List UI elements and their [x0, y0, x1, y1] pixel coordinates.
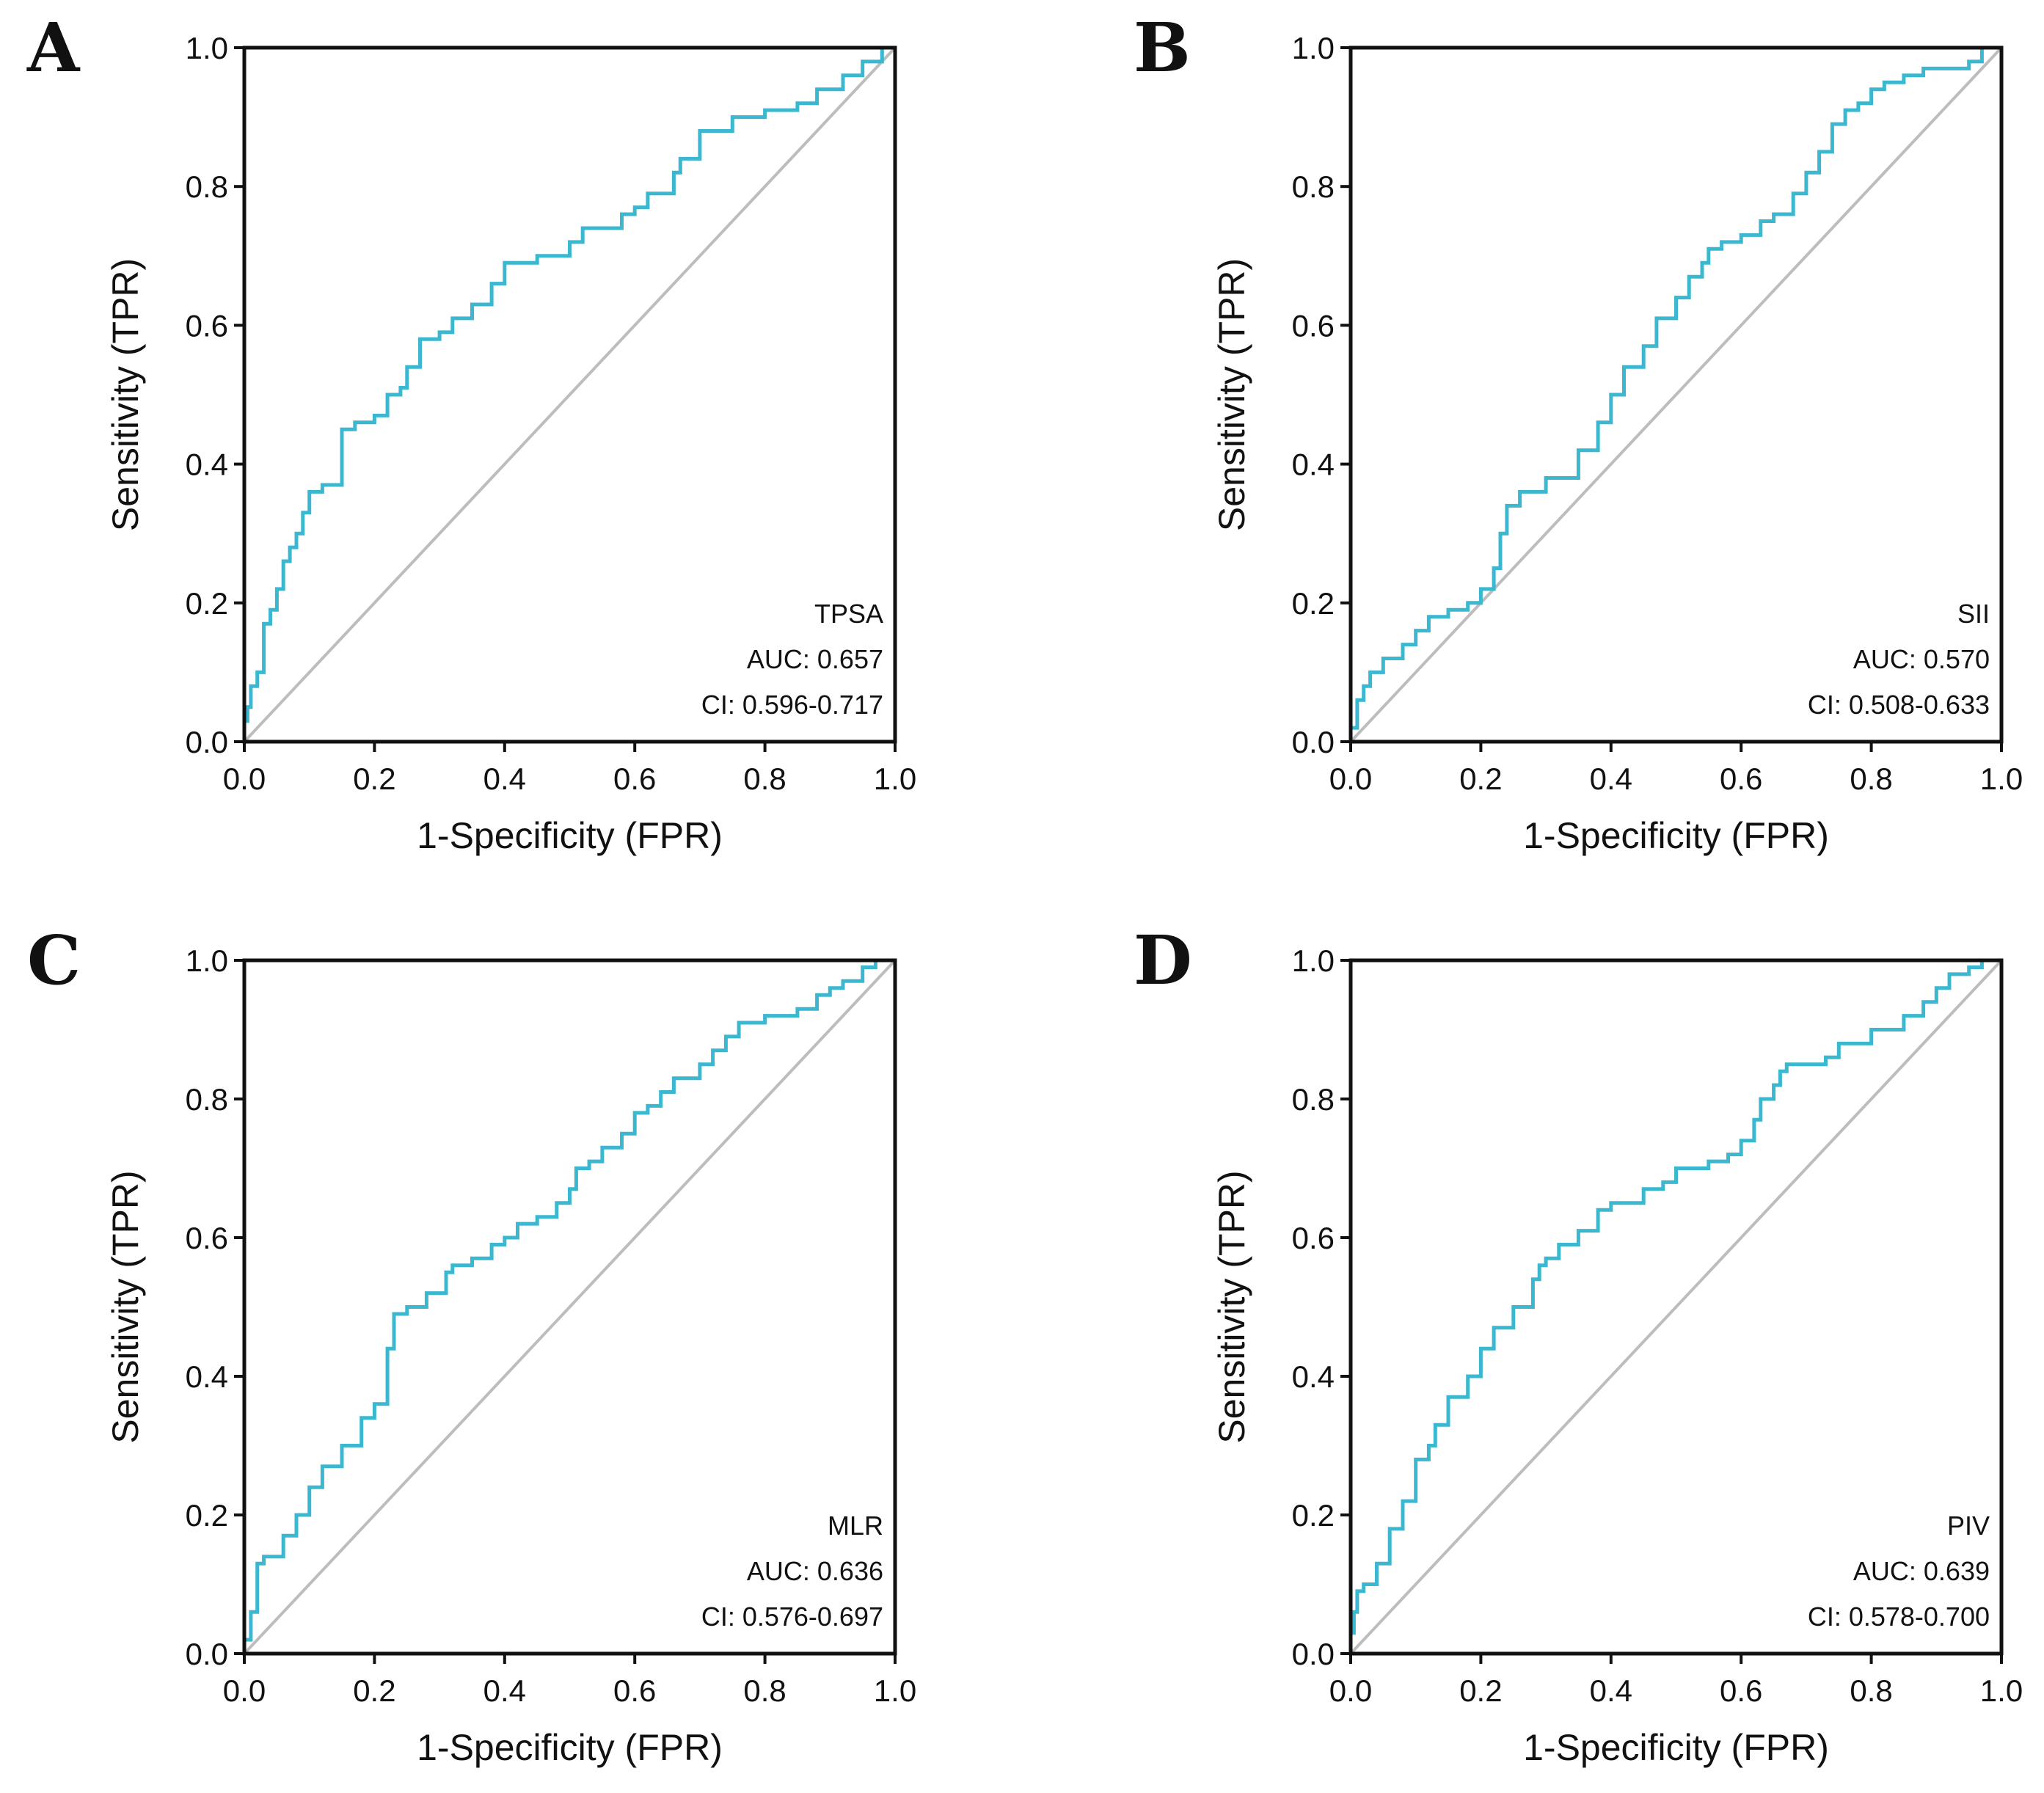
panel-d-x-tick-label: 1.0 — [1980, 1673, 2023, 1708]
panel-d-roc-curve — [1348, 958, 2001, 1654]
panel-c-x-tick-label: 0.0 — [223, 1673, 266, 1708]
panel-b-y-tick-label: 0.8 — [1292, 169, 1335, 204]
panel-d: D 0.0 0.2 0.4 0.6 0.8 1.0 0.0 0.2 0.4 0.6 0.8 1.0 1-S… — [1134, 921, 2023, 1768]
panel-d-y-tick-label: 0.0 — [1292, 1637, 1335, 1671]
panel-a-y-axis-title: Sensitivity (TPR) — [105, 258, 146, 531]
panel-c-y-tick-label: 0.0 — [186, 1637, 228, 1671]
panel-c-y-tick-label: 0.6 — [186, 1221, 228, 1255]
panel-d-reference-line — [1349, 959, 2003, 1655]
panel-b-x-tick-label: 0.0 — [1329, 762, 1372, 796]
panel-c-y-axis-title: Sensitivity (TPR) — [105, 1170, 146, 1443]
panel-a-y-tick-label: 0.0 — [186, 725, 228, 759]
panel-b-y-tick-label: 1.0 — [1292, 31, 1335, 65]
panel-c-reference-line — [243, 959, 897, 1655]
panel-d-x-tick-label: 0.4 — [1590, 1673, 1632, 1708]
panel-d-y-tick-label: 0.4 — [1292, 1359, 1335, 1394]
panel-c-x-tick-label: 1.0 — [874, 1673, 916, 1708]
panel-a-y-tick-label: 0.8 — [186, 169, 228, 204]
panel-b-roc-curve — [1348, 45, 2001, 742]
panel-b-marker-label: SII — [1957, 599, 1990, 629]
panel-a-y-tick-label: 0.2 — [186, 586, 228, 621]
panel-a-roc-curve — [242, 45, 895, 742]
panel-d-y-tick-label: 0.2 — [1292, 1498, 1335, 1533]
panel-c-x-tick-label: 0.4 — [483, 1673, 526, 1708]
panel-d-y-tick-label: 0.8 — [1292, 1082, 1335, 1117]
panel-d-x-tick-label: 0.8 — [1850, 1673, 1892, 1708]
panel-c-marker-label: MLR — [828, 1511, 883, 1541]
panel-b-y-tick-label: 0.6 — [1292, 308, 1335, 343]
panel-b-x-tick-label: 0.2 — [1459, 762, 1502, 796]
panel-b-y-axis-title: Sensitivity (TPR) — [1211, 258, 1252, 531]
panel-c-x-tick-label: 0.8 — [743, 1673, 786, 1708]
panel-a-ci-label: CI: 0.596-0.717 — [701, 690, 883, 720]
panel-d-marker-label: PIV — [1947, 1511, 1990, 1541]
panel-c-y-tick-label: 0.4 — [186, 1359, 228, 1394]
panel-b-x-tick-label: 0.4 — [1590, 762, 1632, 796]
panel-c-plot-frame — [242, 958, 897, 1656]
panel-c-roc-curve — [242, 958, 895, 1654]
panel-d-letter: D — [1134, 921, 1192, 1000]
panel-a-y-tick-label: 1.0 — [186, 31, 228, 65]
panel-a-x-tick-label: 0.6 — [613, 762, 656, 796]
panel-d-ci-label: CI: 0.578-0.700 — [1808, 1602, 1990, 1632]
panel-a-y-tick-label: 0.6 — [186, 308, 228, 343]
panel-d-y-axis-title: Sensitivity (TPR) — [1211, 1170, 1252, 1443]
panel-b-letter: B — [1134, 8, 1191, 87]
panel-a-x-tick-label: 0.2 — [353, 762, 395, 796]
panel-b-plot-frame — [1348, 45, 2004, 744]
panel-b-reference-line — [1349, 46, 2003, 743]
panel-b-x-tick-label: 0.6 — [1720, 762, 1762, 796]
panel-c-y-tick-label: 0.8 — [186, 1082, 228, 1117]
panel-c-x-tick-label: 0.6 — [613, 1673, 656, 1708]
panel-a-x-tick-label: 1.0 — [874, 762, 916, 796]
panel-c-letter: C — [27, 921, 81, 1000]
panel-b-y-tick-label: 0.4 — [1292, 448, 1335, 482]
panel-a: A 0.0 0.2 0.4 0.6 0.8 1.0 0.0 0.2 0.4 0.6 0.8 1.0 1-S… — [26, 8, 916, 856]
panel-d-plot-frame — [1348, 958, 2004, 1656]
panel-d-x-tick-label: 0.2 — [1459, 1673, 1502, 1708]
panel-a-y-tick-label: 0.4 — [186, 448, 228, 482]
panel-a-x-tick-label: 0.8 — [743, 762, 786, 796]
panel-a-auc-label: AUC: 0.657 — [747, 644, 883, 674]
panel-a-x-axis-title: 1-Specificity (FPR) — [417, 815, 723, 856]
panel-c-x-axis-title: 1-Specificity (FPR) — [417, 1727, 723, 1768]
panel-b-x-tick-label: 1.0 — [1980, 762, 2023, 796]
panel-b-y-tick-label: 0.0 — [1292, 725, 1335, 759]
panel-d-x-axis-title: 1-Specificity (FPR) — [1523, 1727, 1829, 1768]
panel-b-x-tick-label: 0.8 — [1850, 762, 1892, 796]
panel-b-y-tick-label: 0.2 — [1292, 586, 1335, 621]
panel-c-x-tick-label: 0.2 — [353, 1673, 395, 1708]
panel-d-auc-label: AUC: 0.639 — [1853, 1556, 1990, 1586]
panel-c-y-tick-label: 1.0 — [186, 943, 228, 978]
panel-a-x-tick-label: 0.4 — [483, 762, 526, 796]
panel-c-ci-label: CI: 0.576-0.697 — [701, 1602, 883, 1632]
panel-a-reference-line — [243, 46, 897, 743]
panel-b-ci-label: CI: 0.508-0.633 — [1808, 690, 1990, 720]
panel-a-marker-label: TPSA — [814, 599, 883, 629]
panel-d-x-tick-label: 0.0 — [1329, 1673, 1372, 1708]
panel-c: C 0.0 0.2 0.4 0.6 0.8 1.0 0.0 0.2 0.4 0.6 0.8 1.0 1-S… — [27, 921, 916, 1768]
panel-b-x-axis-title: 1-Specificity (FPR) — [1523, 815, 1829, 856]
panel-c-auc-label: AUC: 0.636 — [747, 1556, 883, 1586]
panel-c-y-tick-label: 0.2 — [186, 1498, 228, 1533]
panel-d-y-tick-label: 0.6 — [1292, 1221, 1335, 1255]
panel-a-plot-frame — [242, 45, 897, 744]
panel-b: B 0.0 0.2 0.4 0.6 0.8 1.0 0.0 0.2 0.4 0.6 0.8 1.0 1-S… — [1134, 8, 2023, 856]
panel-a-x-tick-label: 0.0 — [223, 762, 266, 796]
panel-d-y-tick-label: 1.0 — [1292, 943, 1335, 978]
panel-b-auc-label: AUC: 0.570 — [1853, 644, 1990, 674]
panel-d-x-tick-label: 0.6 — [1720, 1673, 1762, 1708]
panel-a-letter: A — [26, 8, 81, 87]
